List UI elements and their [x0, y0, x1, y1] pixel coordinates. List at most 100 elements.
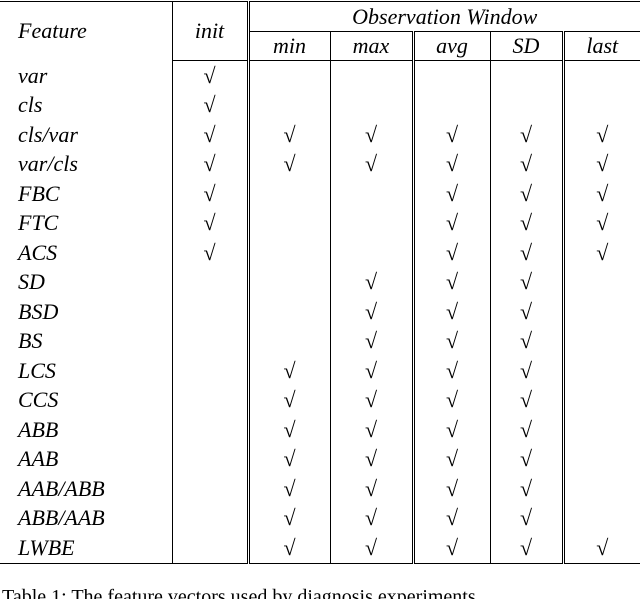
feature-name: ACS: [18, 239, 58, 265]
feature-name: LWBE: [18, 534, 75, 560]
check-cell: √: [171, 60, 248, 91]
check-cell: [411, 90, 490, 120]
feature-name: var/cls: [18, 151, 78, 177]
check-cell: [171, 297, 248, 327]
check-cell: √: [411, 503, 490, 533]
feature-name: BSD: [18, 298, 59, 324]
table-row: BSD √ √ √: [0, 297, 640, 327]
feature-name: var: [18, 62, 48, 88]
check-cell: [171, 326, 248, 356]
check-cell: √: [561, 533, 640, 563]
check-cell: √: [329, 297, 413, 327]
check-cell: √: [411, 120, 490, 150]
header-feature: Feature: [18, 18, 87, 44]
check-cell: √: [246, 149, 330, 179]
check-cell: √: [489, 474, 563, 504]
check-cell: [171, 356, 248, 386]
feature-table: Feature init Observation Window min max av…: [0, 1, 640, 564]
check-cell: [561, 356, 640, 386]
check-cell: √: [329, 149, 413, 179]
check-cell: √: [561, 238, 640, 268]
header-column: min: [246, 31, 330, 61]
feature-name: ABB: [18, 416, 59, 442]
check-cell: √: [411, 267, 490, 297]
check-cell: √: [489, 385, 563, 415]
check-cell: [561, 503, 640, 533]
check-cell: [329, 208, 413, 238]
check-cell: [246, 179, 330, 209]
check-cell: √: [171, 90, 248, 120]
feature-name: FBC: [18, 180, 60, 206]
check-cell: [561, 90, 640, 120]
feature-name: AAB/ABB: [18, 475, 105, 501]
check-cell: √: [171, 120, 248, 150]
check-cell: [561, 385, 640, 415]
check-cell: √: [411, 149, 490, 179]
feature-name: CCS: [18, 387, 59, 413]
header-column: max: [329, 31, 413, 61]
header-init: init: [171, 1, 248, 61]
check-cell: √: [411, 356, 490, 386]
table-row: LCS √ √ √ √: [0, 356, 640, 386]
check-cell: √: [489, 326, 563, 356]
check-cell: √: [489, 208, 563, 238]
check-cell: √: [329, 385, 413, 415]
check-cell: √: [171, 149, 248, 179]
check-cell: √: [329, 356, 413, 386]
check-cell: [489, 90, 563, 120]
check-cell: √: [329, 503, 413, 533]
check-cell: [561, 474, 640, 504]
check-cell: √: [246, 474, 330, 504]
table-row: var/cls √ √ √ √ √ √: [0, 149, 640, 179]
check-cell: √: [411, 444, 490, 474]
check-cell: √: [411, 297, 490, 327]
feature-name: SD: [18, 269, 45, 295]
check-cell: [329, 60, 413, 91]
check-cell: √: [411, 415, 490, 445]
check-cell: [171, 474, 248, 504]
table-row: BS √ √ √: [0, 326, 640, 356]
check-cell: [329, 179, 413, 209]
table-row: var √: [0, 60, 640, 91]
check-cell: √: [489, 149, 563, 179]
check-cell: [561, 267, 640, 297]
check-cell: [411, 60, 490, 91]
check-cell: [246, 60, 330, 91]
check-cell: √: [329, 120, 413, 150]
check-cell: √: [489, 120, 563, 150]
check-cell: √: [246, 415, 330, 445]
check-cell: √: [561, 208, 640, 238]
check-cell: √: [411, 385, 490, 415]
feature-name: FTC: [18, 210, 59, 236]
check-cell: √: [411, 474, 490, 504]
check-cell: [246, 238, 330, 268]
check-cell: [171, 415, 248, 445]
check-cell: √: [411, 326, 490, 356]
check-cell: [171, 385, 248, 415]
check-cell: [171, 267, 248, 297]
check-cell: √: [171, 208, 248, 238]
check-cell: [246, 297, 330, 327]
check-cell: [171, 503, 248, 533]
check-cell: [246, 90, 330, 120]
check-cell: √: [489, 267, 563, 297]
check-cell: √: [489, 356, 563, 386]
check-cell: [329, 238, 413, 268]
feature-name: BS: [18, 328, 43, 354]
check-cell: √: [561, 120, 640, 150]
check-cell: √: [329, 444, 413, 474]
table-row: ABB/AAB √ √ √ √: [0, 503, 640, 533]
check-cell: √: [329, 415, 413, 445]
check-cell: √: [411, 238, 490, 268]
check-cell: [561, 415, 640, 445]
caption: Table 1: The feature vectors used by dia…: [2, 585, 476, 599]
table-row: CCS √ √ √ √: [0, 385, 640, 415]
check-cell: √: [329, 533, 413, 563]
check-cell: √: [246, 356, 330, 386]
check-cell: √: [561, 149, 640, 179]
check-cell: [246, 267, 330, 297]
header-column: last: [561, 31, 640, 61]
feature-name: LCS: [18, 357, 56, 383]
check-cell: √: [329, 267, 413, 297]
